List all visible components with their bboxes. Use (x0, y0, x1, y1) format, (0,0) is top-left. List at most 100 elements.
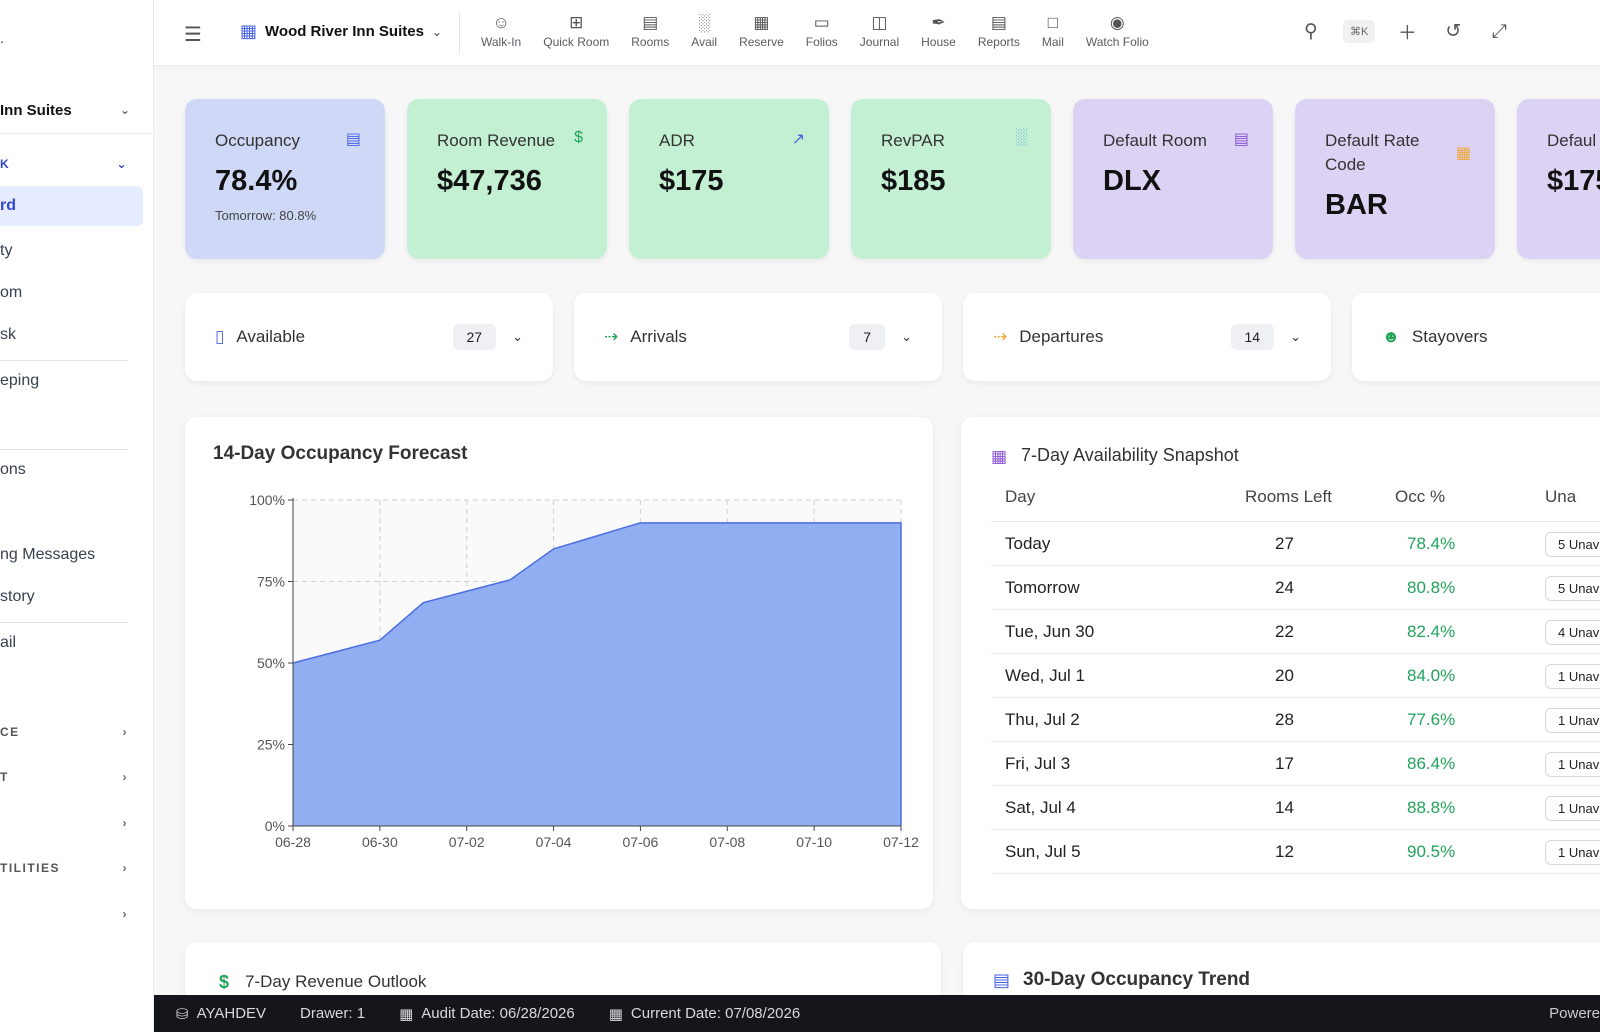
sidebar-item-desk[interactable]: sk (0, 326, 153, 344)
sidebar-item-dashboard[interactable]: rd (0, 186, 143, 226)
y-tick-label: 100% (249, 492, 285, 508)
x-tick-label: 06-30 (362, 834, 398, 850)
unavailable-badge[interactable]: 4 Unav (1545, 619, 1600, 645)
menu-icon[interactable]: ☰ (184, 24, 202, 46)
cell-occ: 84.0% (1381, 653, 1531, 698)
cell-day: Today (991, 521, 1231, 566)
sidebar-item-activity[interactable]: ty (0, 242, 153, 260)
avail-button[interactable]: ░ Avail (680, 12, 728, 49)
chevron-down-icon: ⌄ (431, 24, 442, 39)
count-card-stayovers[interactable]: ☻ Stayovers (1352, 293, 1600, 381)
col-occ: Occ % (1381, 487, 1531, 522)
cell-day: Sat, Jul 4 (991, 785, 1231, 830)
toolbar-tools: ☺ Walk-In ⊞ Quick Room ▤ Rooms ░ Avail ▦ Rese… (470, 12, 1160, 49)
count-card-arrivals[interactable]: ⇢ Arrivals 7 ⌄ (574, 293, 942, 381)
sidebar-group-frontdesk[interactable]: K ⌄ (0, 157, 153, 171)
count-card-available[interactable]: ▯ Available 27 ⌄ (185, 293, 553, 381)
sidebar-item-mail[interactable]: ail (0, 634, 153, 652)
unavailable-badge[interactable]: 1 Unav (1545, 707, 1600, 733)
chevron-right-icon: › (122, 770, 128, 784)
shortcut-badge[interactable]: ⌘K (1343, 20, 1376, 43)
quick-room-button[interactable]: ⊞ Quick Room (532, 12, 620, 49)
sidebar-property-selector[interactable]: Inn Suites ⌄ (0, 92, 153, 128)
unavailable-badge[interactable]: 5 Unav (1545, 531, 1600, 557)
col-rooms-left: Rooms Left (1231, 487, 1381, 522)
count-label: Arrivals (630, 327, 687, 346)
plus-icon[interactable]: ＋ (1397, 23, 1417, 44)
stat-value: $185 (881, 165, 946, 197)
sidebar-divider (0, 133, 153, 134)
bed-icon: ▤ (1233, 131, 1249, 148)
stat-card-default-rate-code: Default Rate Code ▦ BAR (1295, 99, 1495, 259)
search-icon[interactable]: ⚲ (1304, 21, 1318, 42)
journal-button[interactable]: ◫ Journal (849, 12, 910, 49)
forecast-title: 14-Day Occupancy Forecast (213, 443, 468, 464)
sidebar-item-history[interactable]: story (0, 588, 153, 606)
sidebar-group-other[interactable]: › (0, 907, 153, 921)
x-tick-label: 06-28 (275, 834, 311, 850)
sidebar-item-messages[interactable]: ng Messages (0, 546, 153, 564)
chevron-down-icon: ⌄ (119, 103, 130, 117)
chevron-down-icon[interactable]: ⌄ (1290, 329, 1301, 344)
sidebar-logo: . (0, 30, 4, 46)
stat-card-adr: ADR ↗ $175 (629, 99, 829, 259)
calendar-icon: ▦ (753, 13, 770, 32)
stat-card-room-revenue: Room Revenue $ $47,736 (407, 99, 607, 259)
dollar-icon: $ (219, 972, 230, 992)
availability-title: 7-Day Availability Snapshot (1021, 445, 1239, 465)
unavailable-badge[interactable]: 1 Unav (1545, 751, 1600, 777)
history-icon[interactable]: ↺ (1445, 21, 1462, 42)
unavailable-badge[interactable]: 5 Unav (1545, 575, 1600, 601)
reports-button[interactable]: ▤ Reports (967, 12, 1031, 49)
tool-label: Watch Folio (1085, 35, 1149, 49)
mail-button[interactable]: □ Mail (1031, 12, 1075, 49)
stat-value: $175 (1547, 165, 1600, 197)
tool-label: House (921, 35, 956, 49)
stat-label: Occupancy (215, 131, 301, 150)
toolbar-actions: ⚲ ⌘K ＋ ↺ ⤢ (1297, 18, 1513, 45)
sidebar-group-finance[interactable]: CE › (0, 725, 153, 739)
cell-occ: 90.5% (1381, 829, 1531, 874)
house-button[interactable]: ✒ House (910, 12, 967, 49)
cell-unavailable: 1 Unav (1531, 785, 1600, 830)
walk-in-button[interactable]: ☺ Walk-In (470, 12, 532, 49)
stat-subtext: Tomorrow: 80.8% (215, 208, 317, 223)
sidebar-group-management[interactable]: T › (0, 770, 153, 784)
table-row: Sat, Jul 4 14 88.8% 1 Unav (991, 785, 1600, 830)
count-card-departures[interactable]: ⇢ Departures 14 ⌄ (963, 293, 1331, 381)
calendar-icon: ▦ (1455, 145, 1471, 162)
chevron-down-icon[interactable]: ⌄ (901, 329, 912, 344)
cell-unavailable: 5 Unav (1531, 565, 1600, 610)
cell-unavailable: 1 Unav (1531, 697, 1600, 742)
cell-occ: 86.4% (1381, 741, 1531, 786)
rooms-button[interactable]: ▤ Rooms (620, 12, 680, 49)
sidebar-item-housekeeping[interactable]: eping (0, 372, 153, 390)
occupancy-line (292, 522, 902, 826)
folios-button[interactable]: ▭ Folios (795, 12, 849, 49)
logout-icon: ⇢ (993, 327, 1008, 346)
footer-powered: Powere (1549, 1005, 1600, 1022)
stat-label: Default Rate Code (1325, 131, 1420, 174)
sidebar-group-misc[interactable]: › (0, 816, 153, 830)
sidebar-group-utilities[interactable]: TILITIES › (0, 861, 153, 875)
property-selector[interactable]: ▦ Wood River Inn Suites ⌄ (240, 21, 442, 42)
unavailable-badge[interactable]: 1 Unav (1545, 839, 1600, 865)
chevron-down-icon[interactable]: ⌄ (512, 329, 523, 344)
cell-day: Fri, Jul 3 (991, 741, 1231, 786)
sidebar-item-room[interactable]: om (0, 284, 153, 302)
cell-unavailable: 4 Unav (1531, 609, 1600, 654)
cell-day: Tomorrow (991, 565, 1231, 610)
cell-unavailable: 1 Unav (1531, 829, 1600, 874)
expand-icon[interactable]: ⤢ (1491, 20, 1507, 42)
unavailable-badge[interactable]: 1 Unav (1545, 663, 1600, 689)
col-day: Day (991, 487, 1231, 522)
table-row: Fri, Jul 3 17 86.4% 1 Unav (991, 741, 1600, 786)
tool-label: Journal (859, 35, 900, 49)
watch-folio-button[interactable]: ◉ Watch Folio (1075, 12, 1160, 49)
sidebar-item-reservations[interactable]: ons (0, 461, 153, 479)
stat-label: ADR (659, 131, 695, 150)
reserve-button[interactable]: ▦ Reserve (728, 12, 795, 49)
stat-card-default-room: Default Room ▤ DLX (1073, 99, 1273, 259)
unavailable-badge[interactable]: 1 Unav (1545, 795, 1600, 821)
count-badge: 27 (452, 324, 497, 350)
